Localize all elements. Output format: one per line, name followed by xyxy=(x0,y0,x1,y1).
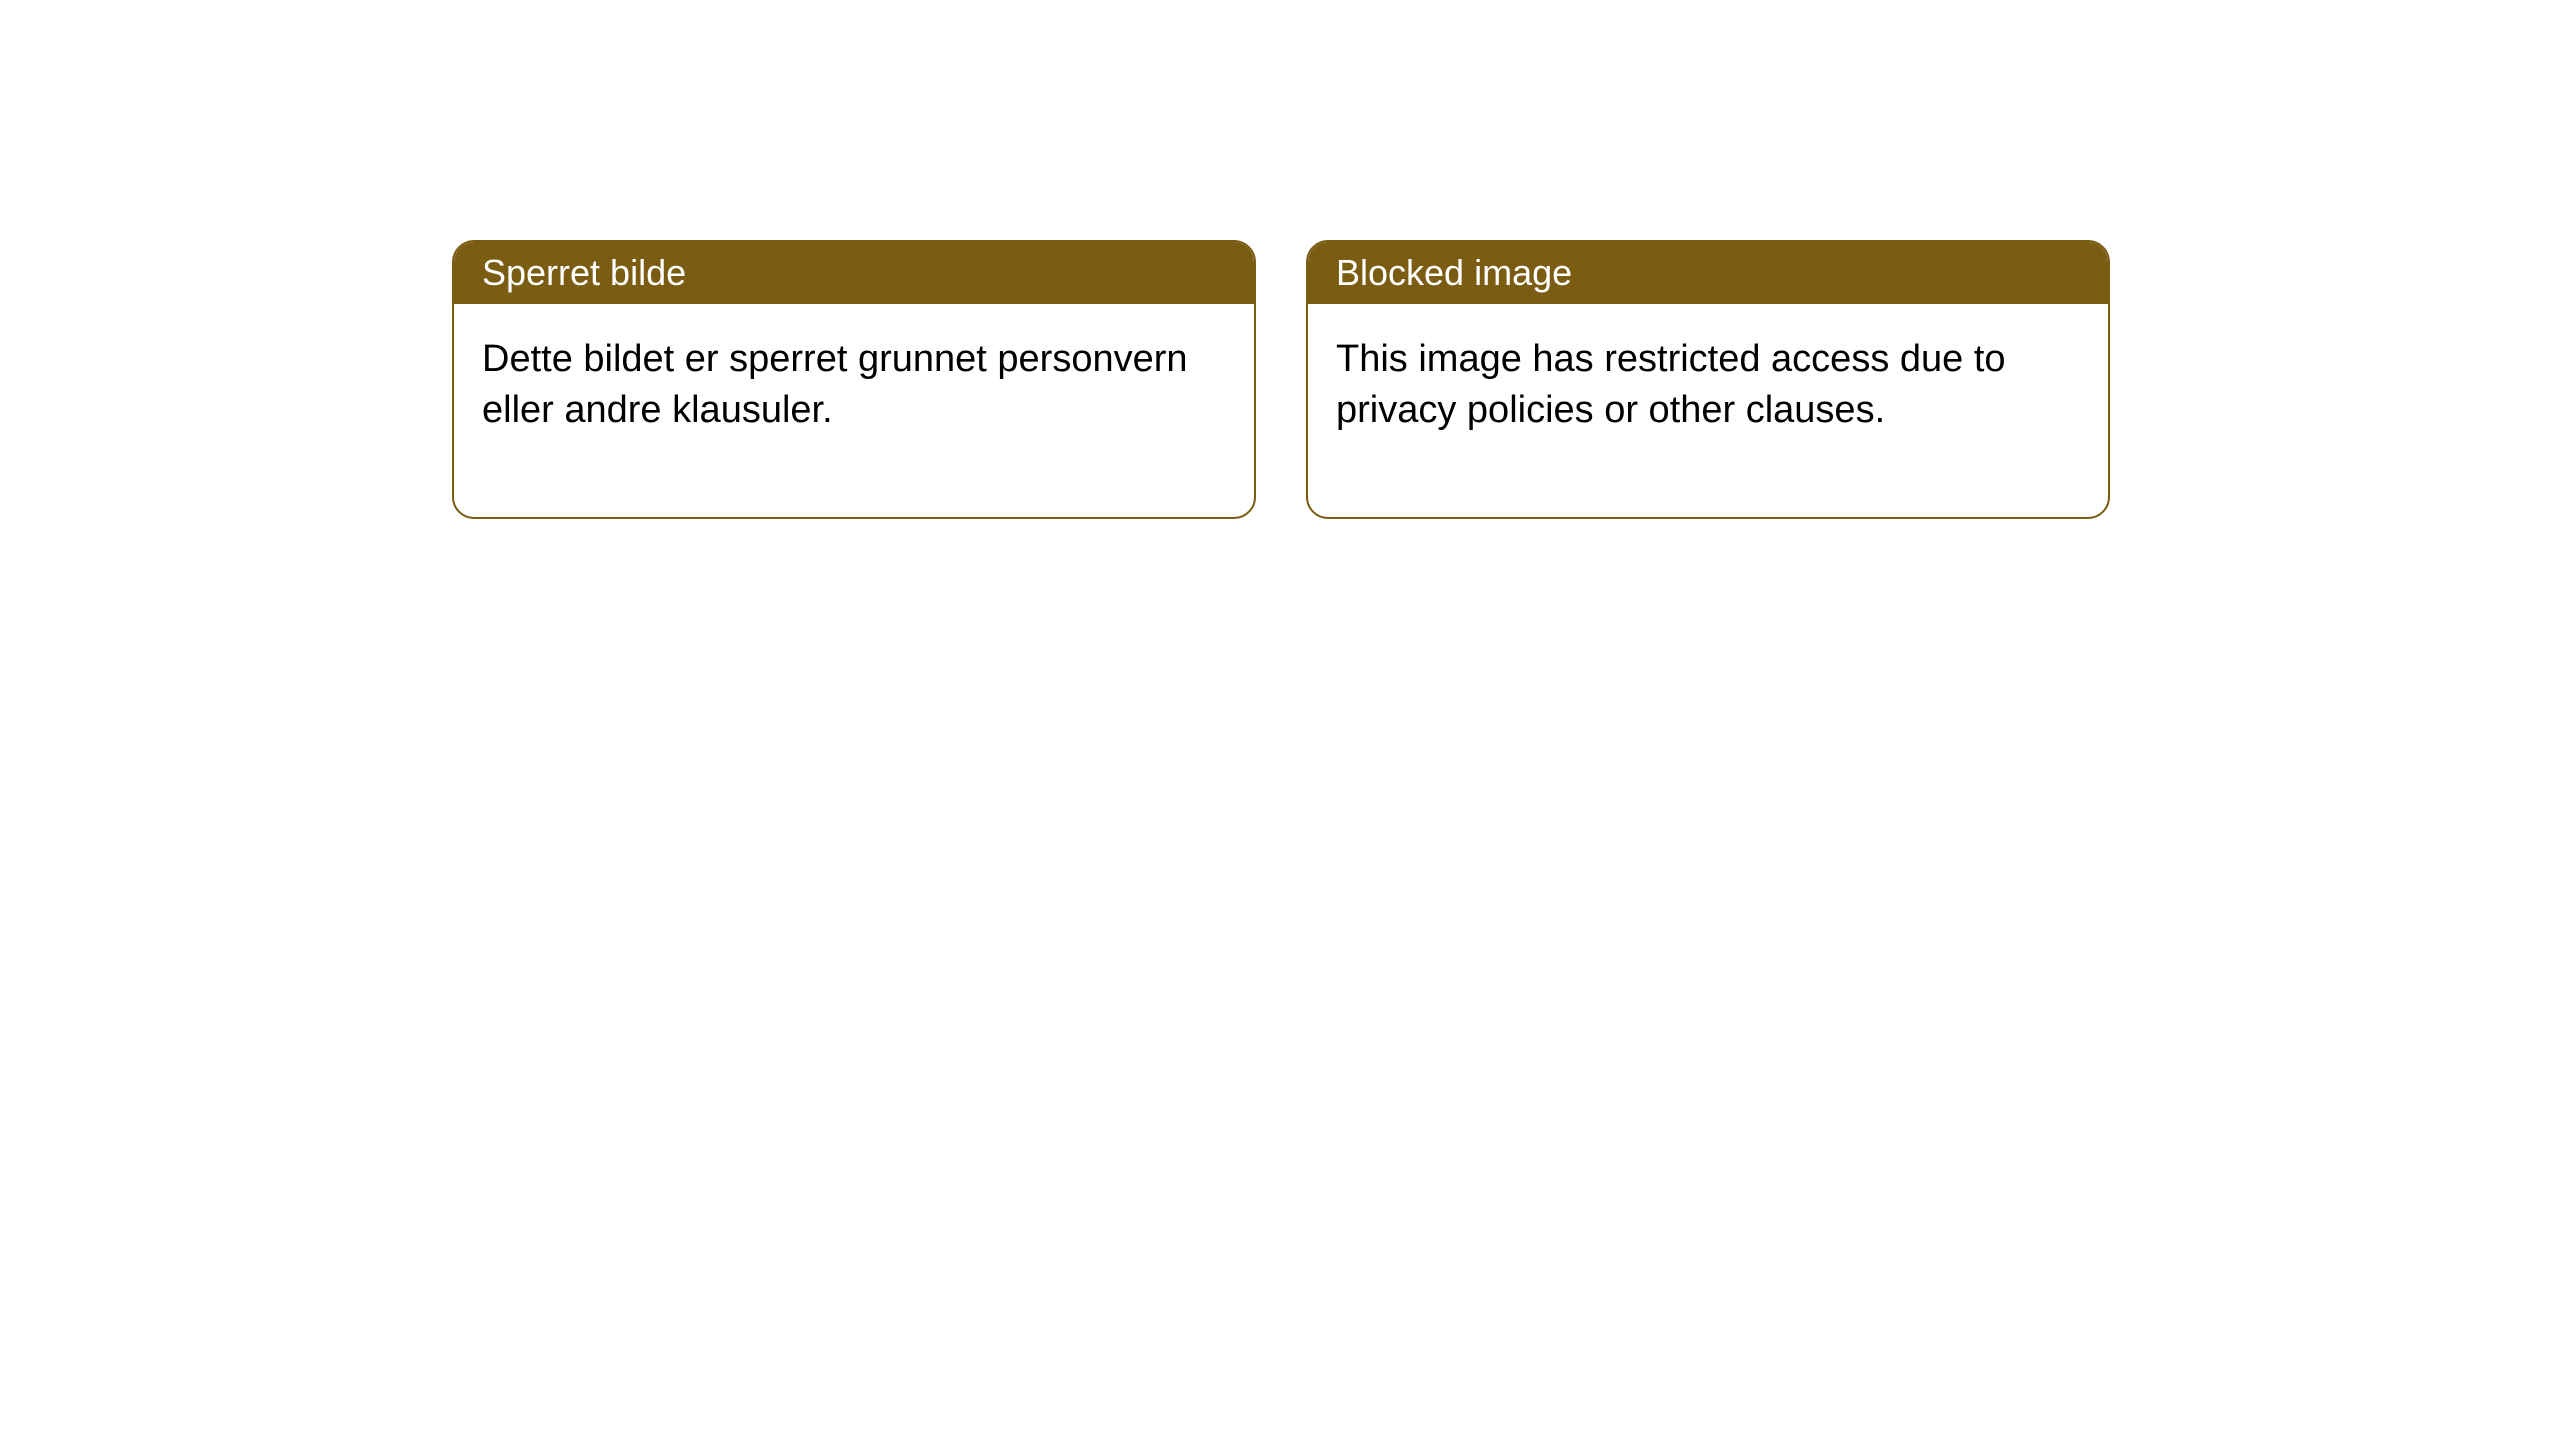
notice-box-norwegian: Sperret bilde Dette bildet er sperret gr… xyxy=(452,240,1256,519)
notice-box-english: Blocked image This image has restricted … xyxy=(1306,240,2110,519)
notice-body-english: This image has restricted access due to … xyxy=(1308,304,2108,517)
notice-title-norwegian: Sperret bilde xyxy=(454,242,1254,304)
notice-title-english: Blocked image xyxy=(1308,242,2108,304)
notice-container: Sperret bilde Dette bildet er sperret gr… xyxy=(0,0,2560,519)
notice-body-norwegian: Dette bildet er sperret grunnet personve… xyxy=(454,304,1254,517)
